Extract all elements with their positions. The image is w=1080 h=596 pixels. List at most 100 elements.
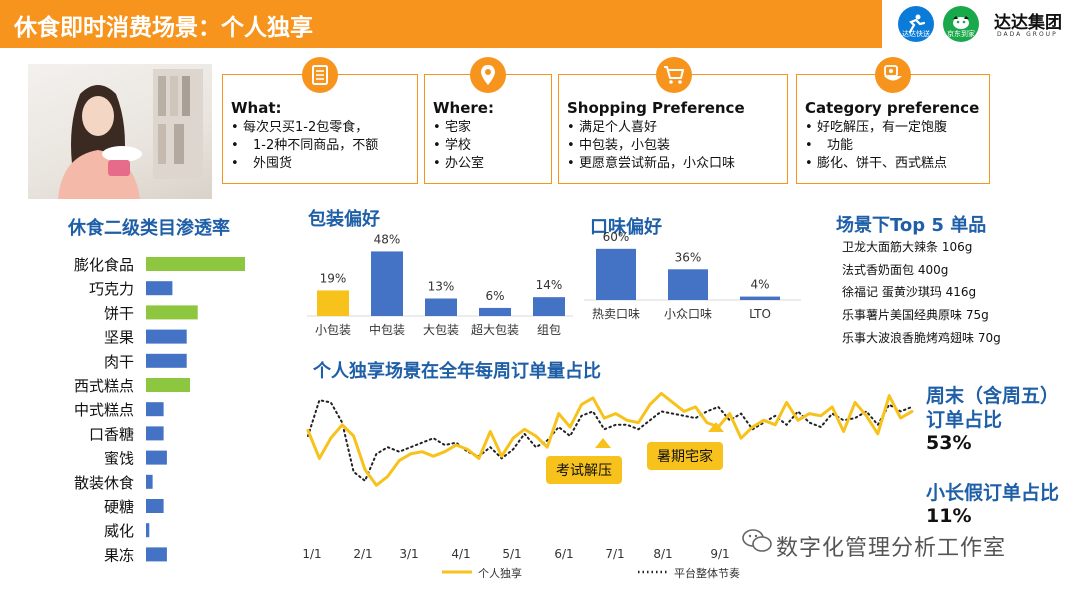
what-card: What: 每次只买1-2包零食， 1-2种不同商品，不额 外囤货 [222,57,418,184]
category-label: 中式糕点 [74,401,134,419]
category-label: 巧克力 [89,280,134,298]
category-label: 大包装 [423,323,459,337]
weekly-line-chart: 1/1 2/1 3/1 4/1 5/1 6/1 7/1 8/1 9/1 个人独享 平台整体节奏 [302,391,914,580]
weekend-label-line1: 周末（含周五） [926,385,1060,407]
category-label: 果冻 [104,546,134,564]
location-pin-icon [470,57,506,93]
weekend-label-line2: 订单占比 [926,409,1003,431]
top5-title: 场景下Top 5 单品 [836,215,987,236]
jd-daojia-logo: 京东到家 [943,6,979,42]
logo-label: 京东到家 [947,30,975,38]
category-label: 热卖口味 [592,307,640,321]
watermark: 数字化管理分析工作室 [776,536,1007,561]
list-item: 满足个人喜好 [567,119,735,137]
category-label: 硬糖 [104,498,134,516]
legend-label: 平台整体节奏 [674,566,740,580]
weekend-value: 53% [926,432,972,454]
penetration-bar [146,281,173,296]
x-tick-label: 8/1 [653,547,672,561]
category-label: 威化 [104,522,134,540]
category-preference-card: Category preference 好吃解压，有一定饱腹 功能 膨化、饼干、… [796,57,990,184]
category-label: LTO [749,307,771,321]
list-item: 办公室 [433,155,484,173]
category-label: 膨化食品 [74,256,134,274]
top5-item: 卫龙大面筋大辣条 106g [842,240,973,254]
top5-item: 徐福记 蛋黄沙琪玛 416g [842,285,977,299]
penetration-bar [146,402,164,417]
category-label: 中包装 [369,322,405,337]
card-list: 宅家 学校 办公室 [433,119,484,173]
list-item: 中包装，小包装 [567,137,735,155]
flavor-bar-chart: 60% 热卖口味 36% 小众口味 4% LTO [584,232,801,321]
list-item: 1-2种不同商品，不额 [231,137,378,155]
wechat-icon [742,528,772,558]
list-item: 外囤货 [231,155,378,173]
legend-label: 个人独享 [478,566,522,580]
penetration-bar [146,426,164,441]
penetration-chart-title: 休食二级类目渗透率 [68,218,230,239]
penetration-bar [146,378,190,392]
bar [425,298,457,316]
top5-item: 乐事大波浪香脆烤鸡翅味 70g [842,331,1001,345]
card-title: Category preference [805,99,980,117]
category-label: 组包 [537,323,561,337]
platform-series-line [307,399,913,482]
data-label: 19% [320,271,347,285]
where-card: Where: 宅家 学校 办公室 [424,57,552,184]
x-tick-label: 9/1 [710,547,729,561]
data-label: 48% [374,232,401,246]
holiday-value: 11% [926,505,972,527]
brand-subtitle: DADA GROUP [997,31,1058,38]
logo-label: 达达快送 [902,30,930,38]
callout-pointer [595,438,611,448]
penetration-bar [146,547,167,562]
list-item: 学校 [433,137,484,155]
data-label: 36% [675,250,702,264]
bar [596,248,636,300]
list-item: 功能 [805,137,947,155]
list-item: 宅家 [433,119,484,137]
holiday-label: 小长假订单占比 [926,482,1060,504]
category-label: 散装休食 [74,474,134,492]
penetration-bar [146,499,164,513]
category-label: 小众口味 [664,307,712,321]
x-tick-label: 2/1 [353,547,372,561]
x-tick-label: 6/1 [554,547,573,561]
weekly-chart-title: 个人独享场景在全年每周订单量占比 [313,361,601,382]
brand-name: 达达集团 [994,13,1062,33]
data-label: 13% [428,280,455,294]
penetration-bar [146,305,198,320]
x-tick-label: 3/1 [399,547,418,561]
list-item: 每次只买1-2包零食， [231,119,378,137]
bar [668,269,708,300]
document-icon [302,57,338,93]
shopping-cart-icon [656,57,692,93]
penetration-bar [146,257,245,271]
category-label: 小包装 [315,323,351,337]
x-tick-label: 7/1 [605,547,624,561]
summer-home-callout: 暑期宅家 [647,442,723,470]
data-label: 4% [750,278,769,292]
penetration-bar [146,474,153,489]
bar [533,297,565,316]
woman-eating-snack-photo [28,64,212,199]
list-item: 更愿意尝试新品，小众口味 [567,155,735,173]
shopping-preference-card: Shopping Preference 满足个人喜好 中包装，小包装 更愿意尝试… [558,57,788,184]
list-item: 好吃解压，有一定饱腹 [805,119,947,137]
runner-icon [908,14,926,34]
bar [371,251,403,316]
flavor-chart-title: 口味偏好 [590,217,662,238]
title-bar [0,0,882,48]
food-bowl-icon [875,57,911,93]
top5-item: 法式香奶面包 400g [842,263,949,277]
category-label: 蜜饯 [104,450,134,468]
category-label: 超大包装 [471,322,519,337]
x-tick-label: 1/1 [302,547,321,561]
card-title: Shopping Preference [567,99,745,117]
personal-series-line [306,391,914,487]
dada-kuaisong-logo: 达达快送 [898,6,934,42]
card-list: 好吃解压，有一定饱腹 功能 膨化、饼干、西式糕点 [805,119,947,173]
bar [317,290,349,316]
penetration-bar [146,523,150,538]
